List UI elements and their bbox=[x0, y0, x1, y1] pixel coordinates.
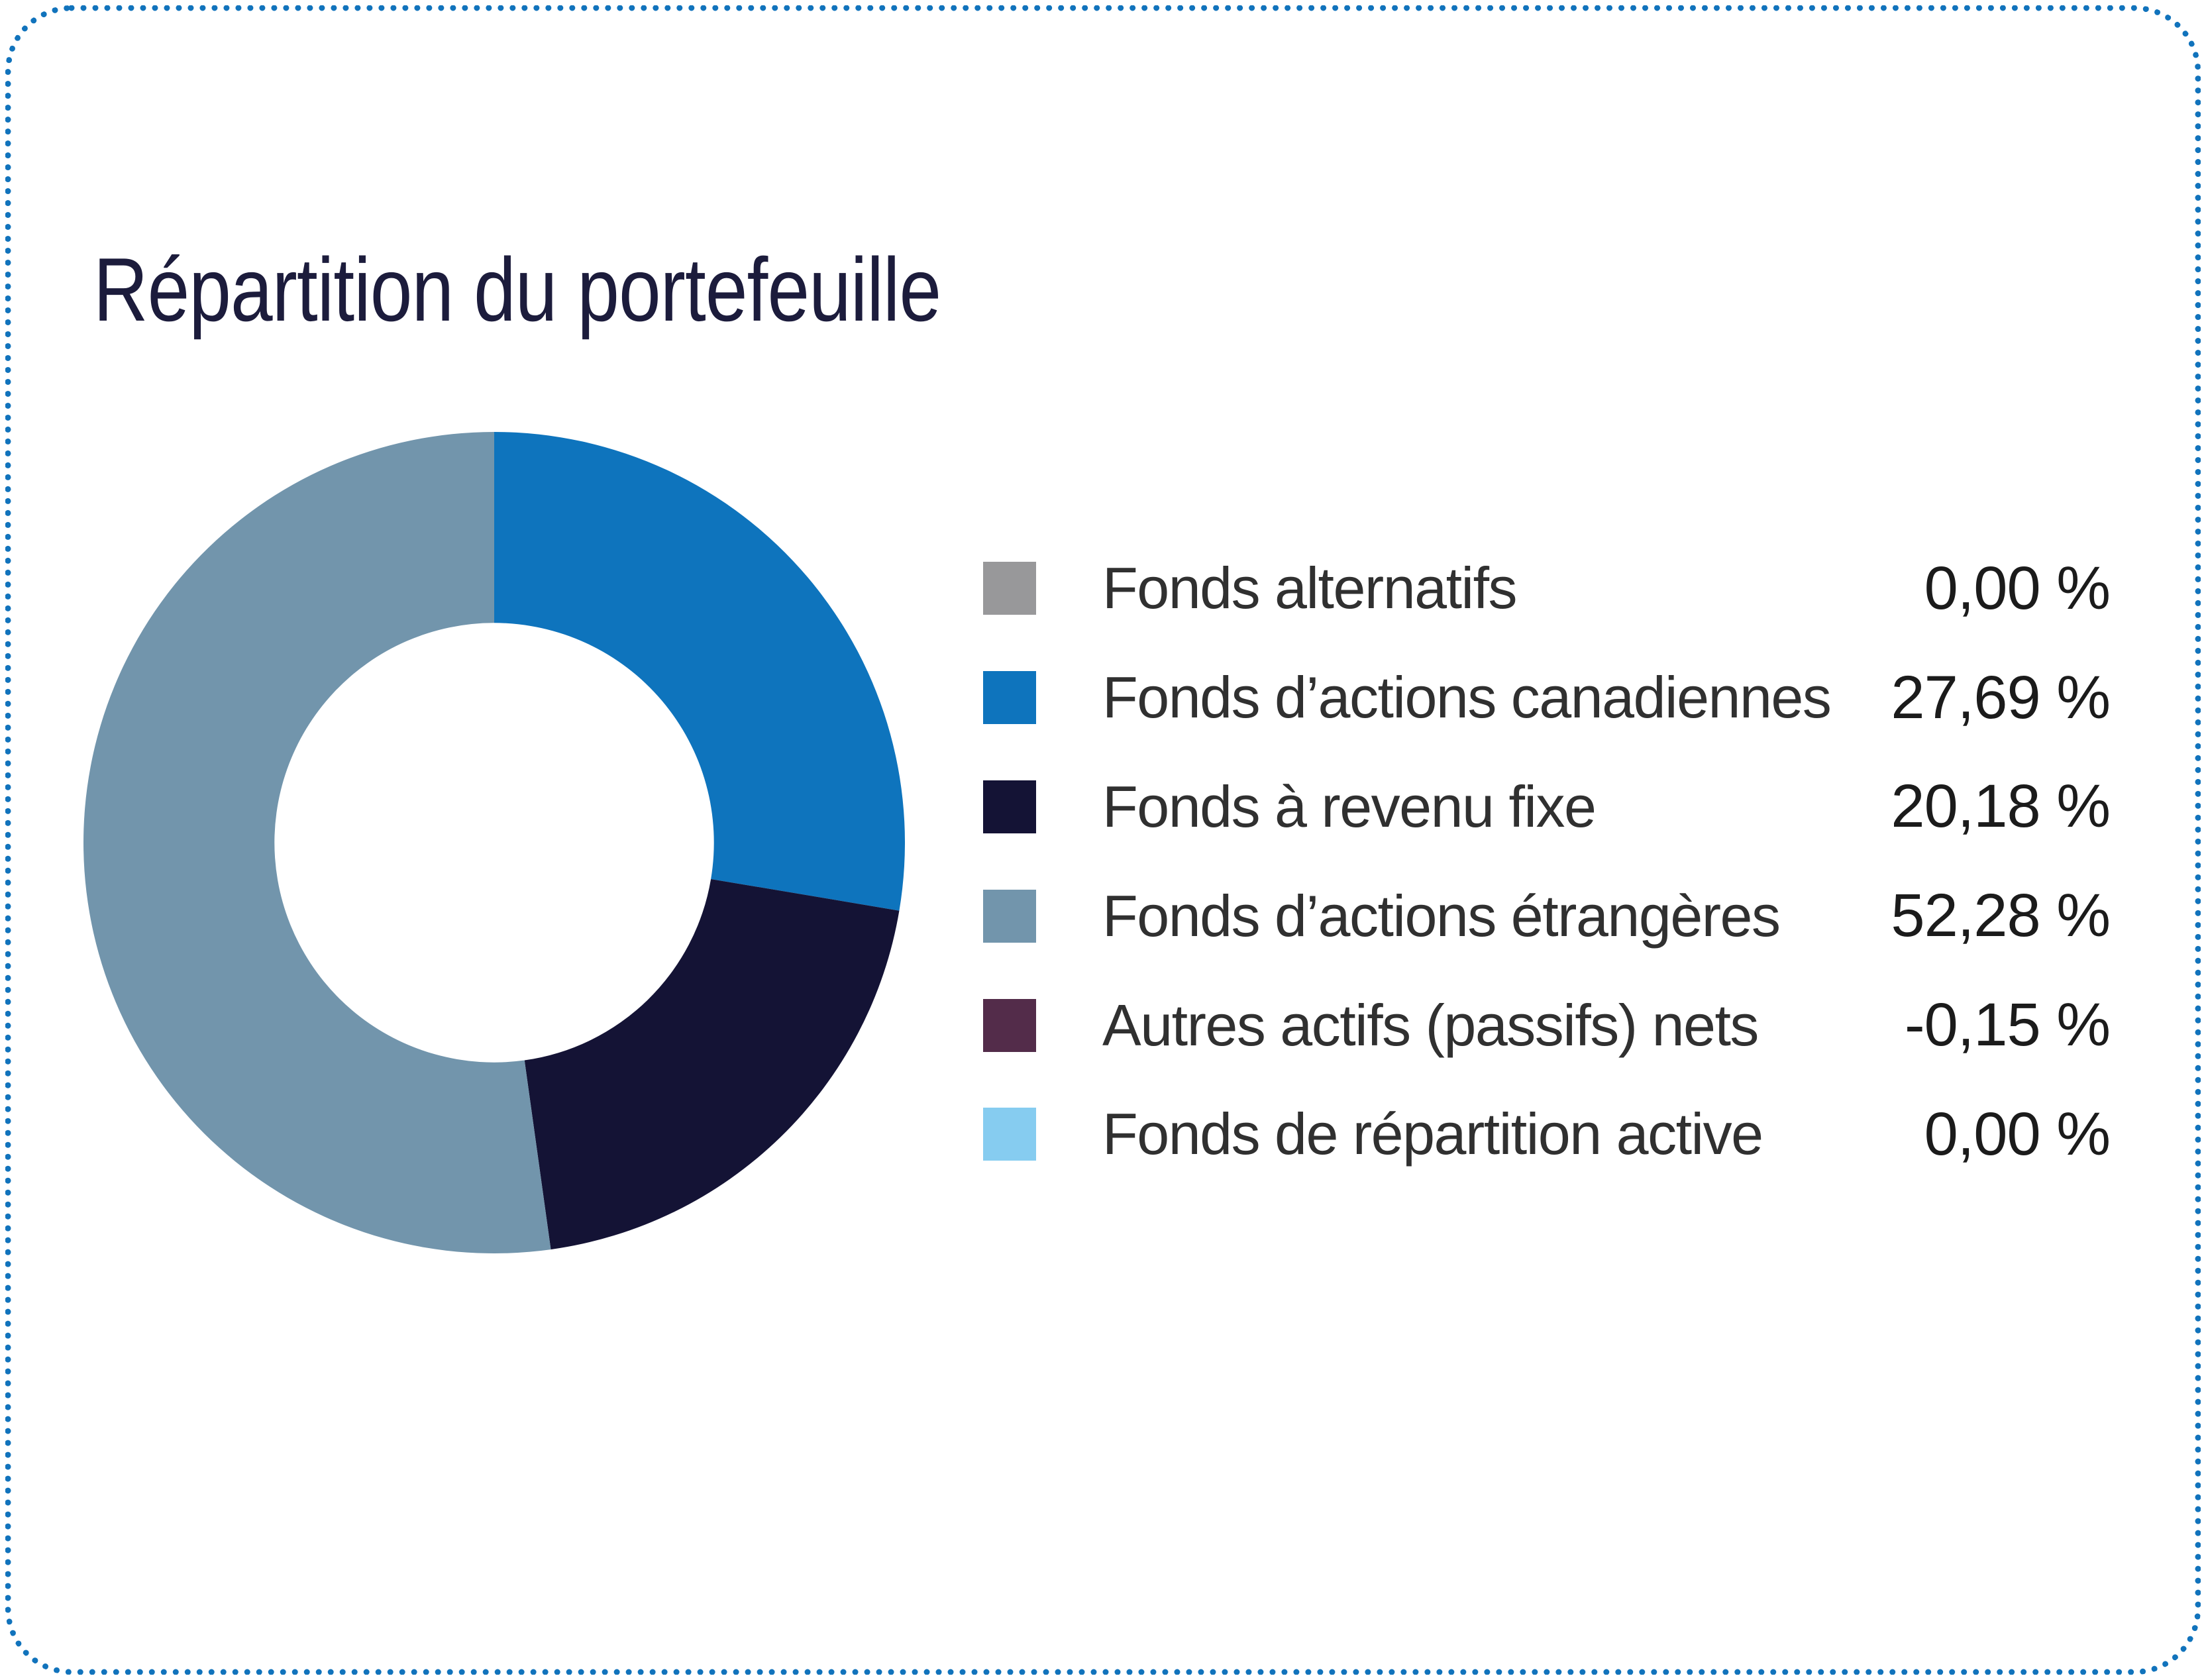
chart-legend: Fonds alternatifs 0,00 % Fonds d’actions… bbox=[983, 534, 2111, 1189]
legend-label: Fonds de répartition active bbox=[1102, 1101, 1763, 1167]
legend-label: Fonds à revenu fixe bbox=[1102, 773, 1597, 839]
legend-value: 0,00 % bbox=[1924, 554, 2111, 622]
legend-label: Autres actifs (passifs) nets bbox=[1102, 992, 1759, 1058]
legend-row: Fonds d’actions canadiennes 27,69 % bbox=[983, 643, 2111, 753]
legend-row: Fonds d’actions étrangères 52,28 % bbox=[983, 861, 2111, 971]
page-title: Répartition du portefeuille bbox=[93, 239, 941, 341]
legend-row: Autres actifs (passifs) nets -0,15 % bbox=[983, 971, 2111, 1080]
legend-row: Fonds de répartition active 0,00 % bbox=[983, 1080, 2111, 1189]
legend-value: 0,00 % bbox=[1924, 1100, 2111, 1168]
legend-swatch bbox=[983, 562, 1036, 615]
legend-swatch bbox=[983, 998, 1036, 1052]
legend-swatch bbox=[983, 889, 1036, 943]
portfolio-donut-chart bbox=[83, 432, 905, 1253]
legend-swatch bbox=[983, 780, 1036, 833]
legend-value: 20,18 % bbox=[1891, 772, 2111, 841]
legend-value: -0,15 % bbox=[1904, 991, 2111, 1059]
legend-label: Fonds d’actions étrangères bbox=[1102, 882, 1781, 949]
legend-value: 27,69 % bbox=[1891, 663, 2111, 731]
legend-label: Fonds d’actions canadiennes bbox=[1102, 664, 1832, 731]
donut-slice bbox=[494, 432, 905, 911]
donut-slice bbox=[524, 878, 900, 1250]
legend-swatch bbox=[983, 1108, 1036, 1161]
legend-row: Fonds alternatifs 0,00 % bbox=[983, 534, 2111, 643]
legend-row: Fonds à revenu fixe 20,18 % bbox=[983, 753, 2111, 862]
legend-label: Fonds alternatifs bbox=[1102, 555, 1518, 621]
donut-slice bbox=[83, 432, 551, 1253]
legend-swatch bbox=[983, 671, 1036, 725]
donut-svg bbox=[83, 432, 905, 1253]
legend-value: 52,28 % bbox=[1891, 882, 2111, 950]
